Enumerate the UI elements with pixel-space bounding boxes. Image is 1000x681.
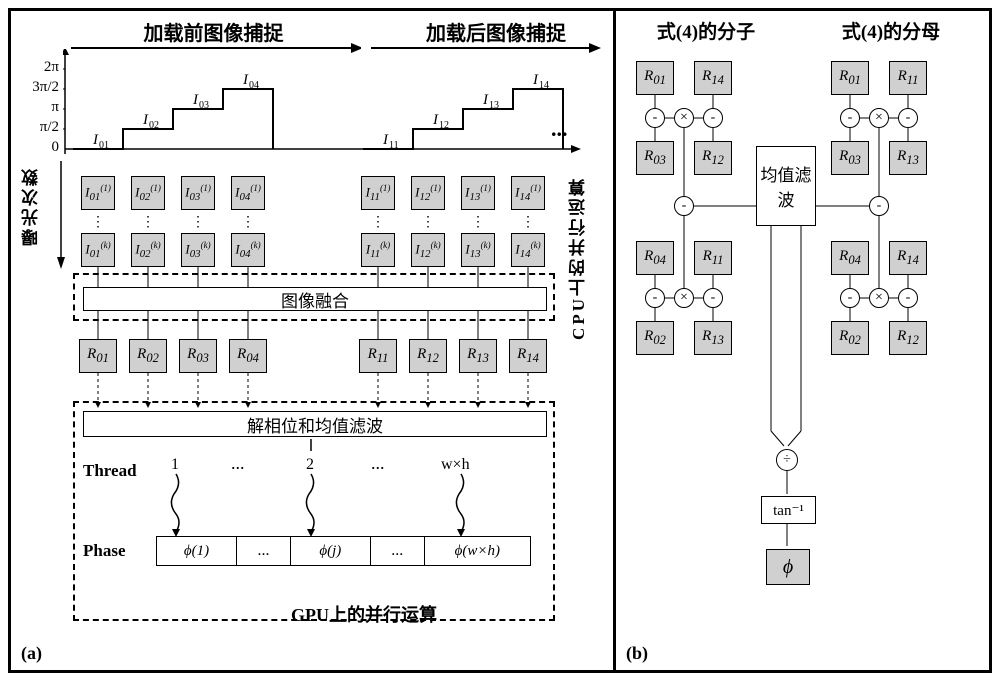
r12-box: R12 [409, 339, 447, 373]
step-svg: I01 I02 I03 I04 I11 I12 I13 I14 [63, 49, 583, 159]
svg-text:01: 01 [99, 140, 109, 151]
phase-filter-bar: 解相位和均值滤波 [83, 411, 547, 437]
ibox-04-1: I04(1) [231, 176, 265, 210]
r14-box: R14 [509, 339, 547, 373]
ytick-3: 3π/2 [15, 79, 59, 96]
panel-a-tag: (a) [21, 643, 42, 664]
ibox-12-k: I12(k) [411, 233, 445, 267]
lines-to-fusion [71, 267, 561, 289]
hdr-den: 式(4)的分母 [816, 17, 966, 44]
ibox-01-1: I01(1) [81, 176, 115, 210]
filter-box: 均值滤波 [756, 146, 816, 226]
atan-line [766, 524, 806, 549]
svg-text:I: I [382, 132, 389, 148]
ibox-13-k: I13(k) [461, 233, 495, 267]
ibox-14-k: I14(k) [511, 233, 545, 267]
phi-box: ϕ [766, 549, 810, 585]
ibox-11-k: I11(k) [361, 233, 395, 267]
div-line [766, 466, 806, 496]
svg-text:I: I [92, 132, 99, 148]
svg-text:I: I [142, 112, 149, 128]
svg-text:I: I [532, 72, 539, 88]
ibox-14-1: I14(1) [511, 176, 545, 210]
svg-text:12: 12 [439, 120, 449, 131]
filter-label: 均值滤波 [757, 161, 815, 211]
phase-1: ϕ(1) [157, 537, 237, 565]
ibox-11-1: I11(1) [361, 176, 395, 210]
panel-a: (a) 加载前图像捕捉 加载后图像捕捉 0 π/2 π 3π/2 2π [11, 11, 616, 670]
lines-fusion-to-r [71, 311, 561, 341]
hdr-num: 式(4)的分子 [631, 17, 781, 44]
ytick-0: 0 [15, 139, 59, 156]
step-chart: 0 π/2 π 3π/2 2π I01 I02 [63, 49, 583, 159]
svg-text:I: I [242, 72, 249, 88]
svg-text:04: 04 [249, 80, 259, 91]
ibox-13-1: I13(1) [461, 176, 495, 210]
ibox-02-k: I02(k) [131, 233, 165, 267]
ellipsis-top: ... [551, 116, 568, 142]
thread-arrows: 1 ... 2 ... w×h [161, 439, 531, 539]
r13-box: R13 [459, 339, 497, 373]
r04-box: R04 [229, 339, 267, 373]
ytick-4: 2π [15, 59, 59, 76]
panel-b-tag: (b) [626, 643, 648, 664]
svg-text:I: I [192, 92, 199, 108]
ibox-01-k: I01(k) [81, 233, 115, 267]
svg-text:w×h: w×h [441, 456, 470, 473]
ytick-2: π [15, 99, 59, 116]
phase-lbl: Phase [83, 541, 126, 561]
svg-text:2: 2 [306, 456, 314, 473]
phase-wh: ϕ(w×h) [425, 537, 530, 565]
phase-row: ϕ(1) ... ϕ(j) ... ϕ(w×h) [156, 536, 531, 566]
svg-text:11: 11 [389, 140, 399, 151]
ibox-12-1: I12(1) [411, 176, 445, 210]
ibox-02-1: I02(1) [131, 176, 165, 210]
ibox-03-1: I03(1) [181, 176, 215, 210]
gpu-label: GPU上的并行运算 [291, 601, 437, 627]
atan-box: tan⁻¹ [761, 496, 816, 524]
exposure-label: 曝光次数 [19, 166, 44, 246]
thread-lbl: Thread [83, 461, 137, 481]
svg-text:...: ... [231, 453, 245, 473]
svg-text:14: 14 [539, 80, 549, 91]
svg-text:13: 13 [489, 100, 499, 111]
phase-j: ϕ(j) [291, 537, 371, 565]
ibox-03-k: I03(k) [181, 233, 215, 267]
svg-text:...: ... [371, 453, 385, 473]
r03-box: R03 [179, 339, 217, 373]
panelb-lines [616, 51, 976, 471]
svg-text:02: 02 [149, 120, 159, 131]
fusion-bar: 图像融合 [83, 287, 547, 311]
ytick-1: π/2 [15, 119, 59, 136]
svg-text:1: 1 [171, 456, 179, 473]
panel-b: (b) 式(4)的分子 式(4)的分母 R01 R14 R03 R12 R01 … [616, 11, 989, 670]
ibox-04-k: I04(k) [231, 233, 265, 267]
exposure-axis [51, 161, 71, 271]
svg-text:03: 03 [199, 100, 209, 111]
r01-box: R01 [79, 339, 117, 373]
r02-box: R02 [129, 339, 167, 373]
vdots: ⋮ [91, 214, 105, 231]
cpu-label: CPU上的并行运算 [566, 176, 591, 340]
svg-text:I: I [482, 92, 489, 108]
svg-text:I: I [432, 112, 439, 128]
r11-box: R11 [359, 339, 397, 373]
